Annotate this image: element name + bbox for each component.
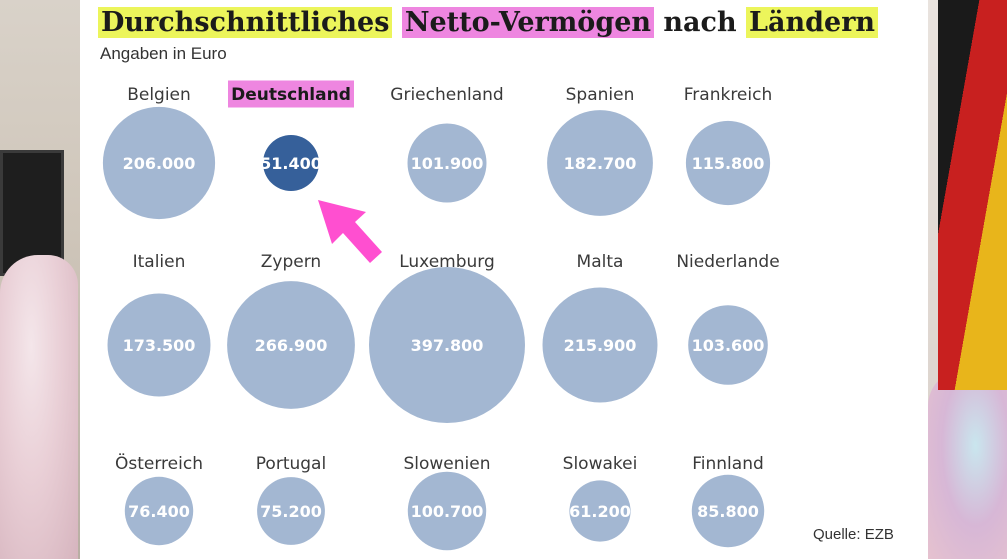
bubble-portugal — [257, 477, 325, 545]
country-label-portugal: Portugal — [256, 454, 326, 474]
bubble-frankreich — [685, 120, 771, 206]
country-label-niederlande: Niederlande — [676, 252, 779, 272]
chart-subtitle: Angaben in Euro — [100, 44, 227, 63]
title-part-4: Ländern — [746, 7, 879, 38]
bubble-finnland — [691, 474, 765, 548]
country-label-italien: Italien — [133, 252, 186, 272]
value-label-belgien: 206.000 — [123, 154, 196, 173]
bubble-zypern — [227, 281, 355, 409]
bubble-chart: 206.000 Belgien 51.400 Deutschland 101.900 Gr… — [102, 80, 780, 551]
value-label-griechenland: 101.900 — [411, 154, 484, 173]
value-label-slowakei: 61.200 — [569, 502, 631, 521]
value-label-deutschland: 51.400 — [260, 154, 322, 173]
chart-slide: Durchschnittliches Netto-Vermögen nach L… — [80, 0, 928, 559]
value-label-spanien: 182.700 — [564, 154, 637, 173]
country-label-malta: Malta — [577, 252, 624, 272]
title-part-1: Durchschnittliches — [98, 7, 393, 38]
bubble-slowenien — [407, 471, 487, 551]
title-part-3: nach — [663, 7, 737, 38]
country-label-osterreich: Österreich — [115, 452, 203, 474]
country-label-griechenland: Griechenland — [390, 85, 503, 105]
country-label-deutschland: Deutschland — [231, 85, 351, 105]
bubble-belgien — [102, 106, 216, 220]
value-label-zypern: 266.900 — [255, 336, 328, 355]
source-note: Quelle: EZB — [813, 526, 894, 543]
value-label-finnland: 85.800 — [697, 502, 759, 521]
bubble-deutschland — [263, 135, 319, 191]
value-label-luxemburg: 397.800 — [411, 336, 484, 355]
pointer-arrow-icon — [318, 200, 382, 263]
plush-toy — [928, 370, 1007, 559]
highlight-label-background — [228, 80, 354, 108]
plush-toy — [0, 255, 78, 559]
value-label-osterreich: 76.400 — [128, 502, 190, 521]
background-left — [0, 0, 80, 559]
bubble-luxemburg — [369, 267, 525, 423]
country-label-zypern: Zypern — [261, 252, 321, 272]
value-label-malta: 215.900 — [564, 336, 637, 355]
bubble-slowakei — [569, 480, 631, 542]
country-label-frankreich: Frankreich — [684, 85, 773, 105]
value-label-portugal: 75.200 — [260, 502, 322, 521]
country-label-spanien: Spanien — [566, 85, 635, 105]
bubble-niederlande — [688, 305, 768, 385]
country-label-slowakei: Slowakei — [563, 454, 638, 474]
country-label-finnland: Finnland — [692, 454, 764, 474]
bubble-italien — [107, 293, 211, 397]
value-label-slowenien: 100.700 — [411, 502, 484, 521]
bubble-osterreich — [124, 476, 194, 546]
title-part-2: Netto-Vermögen — [401, 7, 655, 38]
bubble-malta — [542, 287, 658, 403]
value-label-frankreich: 115.800 — [692, 154, 765, 173]
value-label-italien: 173.500 — [123, 336, 196, 355]
value-label-niederlande: 103.600 — [692, 336, 765, 355]
country-label-belgien: Belgien — [127, 85, 191, 105]
german-flag — [938, 0, 1007, 390]
bubble-spanien — [547, 110, 653, 216]
country-label-slowenien: Slowenien — [403, 454, 490, 474]
country-label-luxemburg: Luxemburg — [399, 252, 495, 272]
bubble-griechenland — [407, 123, 487, 203]
chart-title: Durchschnittliches Netto-Vermögen nach L… — [98, 4, 879, 42]
